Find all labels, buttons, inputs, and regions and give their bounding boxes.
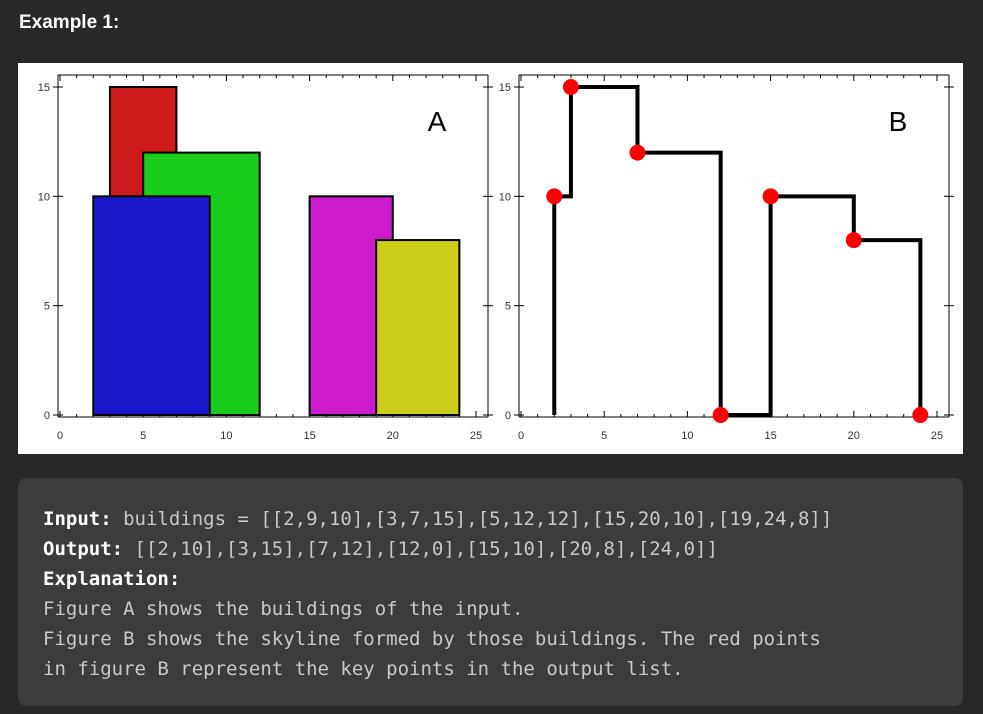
x-tick-label: 5	[140, 430, 146, 442]
skyline-figure: 0 5 10 15 20 25 0 5 10 15 0 5 10 15 20 25 0 5 10 15 A B	[18, 63, 963, 454]
y-tick-label: 5	[44, 301, 50, 313]
y-tick-label: 15	[38, 82, 50, 94]
x-tick-label: 0	[518, 430, 524, 442]
x-tick-label: 25	[931, 430, 943, 442]
y-tick-label: 10	[38, 191, 50, 203]
figure-a-panel: 0 5 10 15 20 25 0 5 10 15	[38, 74, 493, 442]
x-tick-label: 20	[387, 430, 399, 442]
key-point	[912, 407, 929, 423]
key-point	[562, 79, 579, 95]
building-rect	[92, 195, 211, 416]
key-point	[712, 407, 729, 423]
x-tick-label: 15	[303, 430, 315, 442]
explanation-text-1: Figure A shows the buildings of the inpu…	[43, 598, 524, 620]
x-tick-label: 25	[470, 430, 482, 442]
explanation-line: Explanation:	[43, 564, 939, 594]
x-tick-label: 5	[601, 430, 607, 442]
example-title: Example 1:	[19, 12, 120, 33]
example-code-block: Input: buildings = [[2,9,10],[3,7,15],[5…	[18, 478, 963, 706]
output-line: Output: [[2,10],[3,15],[7,12],[12,0],[15…	[43, 534, 939, 564]
output-value: [[2,10],[3,15],[7,12],[12,0],[15,10],[20…	[123, 538, 718, 560]
y-tick-label: 0	[505, 410, 511, 422]
input-line: Input: buildings = [[2,9,10],[3,7,15],[5…	[43, 504, 939, 534]
x-tick-label: 0	[57, 430, 63, 442]
y-tick-label: 0	[44, 410, 50, 422]
explanation-text-3: in figure B represent the key points in …	[43, 658, 684, 680]
skyline-line	[552, 85, 923, 417]
key-point	[845, 232, 862, 249]
figure-a-label: A	[428, 106, 447, 137]
figure-b-panel: 0 5 10 15 20 25 0 5 10 15	[499, 74, 954, 442]
key-point	[629, 144, 646, 161]
input-label: Input:	[43, 508, 112, 530]
x-tick-label: 10	[681, 430, 693, 442]
explanation-label: Explanation:	[43, 568, 181, 590]
output-label: Output:	[43, 538, 124, 560]
y-tick-label: 15	[499, 82, 511, 94]
key-point	[762, 188, 779, 205]
input-value: buildings = [[2,9,10],[3,7,15],[5,12,12]…	[111, 508, 833, 530]
key-point	[546, 188, 563, 205]
y-tick-label: 5	[505, 301, 511, 313]
explanation-text-2: Figure B shows the skyline formed by tho…	[43, 628, 821, 650]
y-tick-label: 10	[499, 191, 511, 203]
skyline-figure-svg: 0 5 10 15 20 25 0 5 10 15 0 5 10 15 20 25 0 5 10 15 A B	[38, 74, 954, 442]
figure-b-label: B	[889, 106, 908, 137]
x-tick-label: 20	[848, 430, 860, 442]
x-tick-label: 10	[220, 430, 232, 442]
building-rect	[375, 239, 461, 416]
x-tick-label: 15	[764, 430, 776, 442]
